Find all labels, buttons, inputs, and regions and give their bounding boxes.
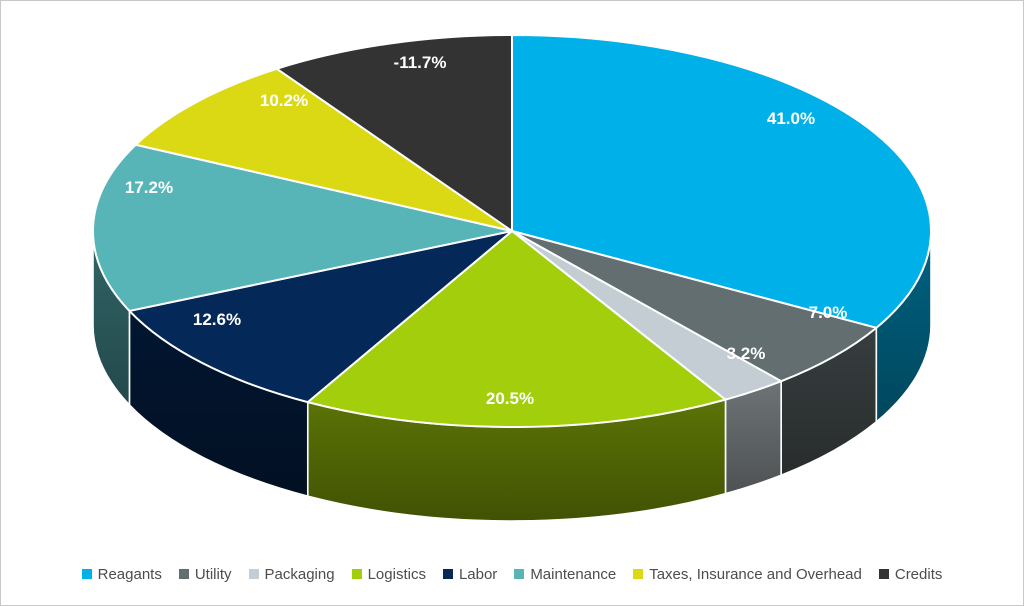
pie-slice-taxes-insurance-and-overhead[interactable]	[134, 67, 513, 232]
legend-item-label: Maintenance	[530, 565, 617, 583]
legend-item-credits[interactable]: Credits	[878, 565, 943, 583]
legend-marker-icon	[178, 569, 189, 579]
pie-slice-utility[interactable]	[511, 230, 878, 383]
legend-item-packaging[interactable]: Packaging	[248, 565, 335, 583]
legend-item-label: Labor	[458, 565, 498, 583]
data-label-labor: 12.6%	[193, 310, 241, 329]
legend-marker-icon	[442, 569, 453, 579]
pie-slice-credits[interactable]	[275, 34, 513, 232]
legend-marker-icon	[633, 569, 644, 579]
legend-item-utility[interactable]: Utility	[178, 565, 232, 583]
data-label-packaging: 3.2%	[727, 344, 766, 363]
legend-marker-icon	[248, 569, 259, 579]
legend-marker-icon	[514, 569, 525, 579]
legend-marker-icon	[81, 569, 92, 579]
legend-marker-icon	[351, 569, 362, 579]
chart-legend: Reagants Utility Packaging Logistics Labor Ma…	[1, 560, 1023, 588]
legend-item-label: Reagants	[97, 565, 162, 583]
data-label-reagants: 41.0%	[767, 109, 815, 128]
legend-item-label: Logistics	[367, 565, 426, 583]
pie-slice-logistics[interactable]	[306, 230, 727, 428]
pie-slice-reagants[interactable]	[511, 34, 932, 329]
legend-item-label: Credits	[894, 565, 943, 583]
legend-item-label: Packaging	[264, 565, 335, 583]
data-label-taxes-insurance-and-overhead: 10.2%	[260, 91, 308, 110]
data-label-credits: -11.7%	[394, 53, 447, 72]
pie-chart-3d: 41.0% 7.0% 3.2% 20.5% 12.6% 17.2% 10.2% -11.7%	[92, 34, 932, 522]
pie-slice-labor[interactable]	[128, 230, 513, 404]
legend-marker-icon	[878, 569, 889, 579]
legend-item-labor[interactable]: Labor	[442, 565, 498, 583]
pie-slice-maintenance[interactable]	[92, 143, 513, 312]
data-label-utility: 7.0%	[809, 303, 848, 322]
legend-item-label: Taxes, Insurance and Overhead	[649, 565, 862, 583]
legend-item-logistics[interactable]: Logistics	[351, 565, 426, 583]
legend-item-maintenance[interactable]: Maintenance	[514, 566, 616, 583]
legend-item-label: Utility	[194, 565, 232, 583]
legend-item-reagants[interactable]: Reagants	[81, 565, 162, 583]
legend-item-taxes-insurance-and-overhead[interactable]: Taxes, Insurance and Overhead	[633, 566, 862, 583]
data-label-maintenance: 17.2%	[125, 178, 173, 197]
data-label-logistics: 20.5%	[486, 389, 534, 408]
